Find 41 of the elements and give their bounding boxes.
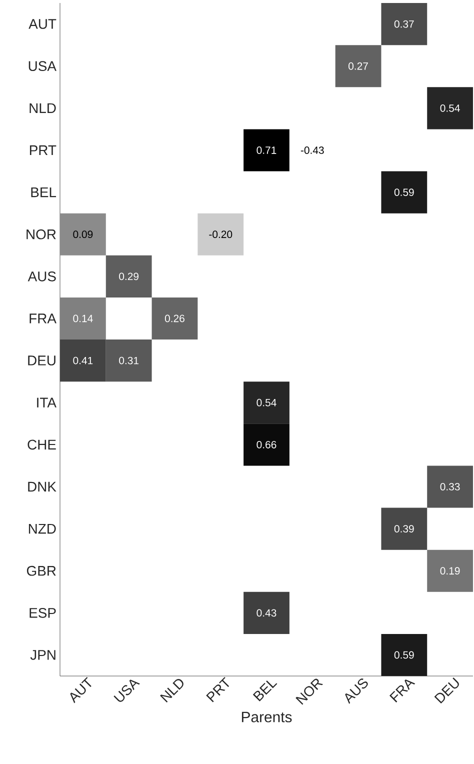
x-tick-label: USA bbox=[114, 680, 140, 702]
x-tick-label: FRA bbox=[389, 680, 416, 702]
y-tick-label: DEU bbox=[28, 356, 56, 366]
y-tick-label: CHE bbox=[28, 440, 56, 450]
data-label: 0.59 bbox=[394, 651, 414, 659]
data-label: 0.14 bbox=[73, 314, 93, 322]
data-label: 0.41 bbox=[73, 356, 93, 364]
data-label: 0.27 bbox=[348, 62, 368, 70]
data-label: 0.43 bbox=[256, 609, 276, 617]
y-tick-label: NZD bbox=[28, 524, 56, 534]
data-label: 0.59 bbox=[394, 188, 414, 196]
data-label: 0.26 bbox=[164, 314, 184, 322]
y-tick-label: FRA bbox=[30, 314, 56, 324]
data-label: 0.09 bbox=[73, 230, 93, 238]
y-tick-label: NLD bbox=[30, 103, 56, 113]
x-tick-label: NLD bbox=[160, 679, 184, 702]
data-label: 0.54 bbox=[440, 104, 460, 112]
y-tick-label: NOR bbox=[26, 229, 56, 240]
y-tick-label: ITA bbox=[37, 398, 56, 408]
data-label: 0.66 bbox=[256, 440, 276, 448]
y-tick-label: DNK bbox=[28, 482, 56, 492]
y-tick-label: GBR bbox=[26, 566, 56, 576]
data-label: 0.54 bbox=[256, 398, 276, 406]
y-tick-label: JPN bbox=[30, 650, 56, 660]
data-label: -0.43 bbox=[300, 146, 324, 154]
y-tick-label: BEL bbox=[31, 187, 56, 198]
x-axis-title: Parents bbox=[242, 712, 292, 722]
data-label: 0.19 bbox=[440, 567, 460, 575]
y-tick-label: ESP bbox=[30, 608, 56, 618]
x-tick-label: BEL bbox=[252, 680, 278, 702]
data-label: -0.20 bbox=[209, 230, 232, 238]
data-label: 0.31 bbox=[119, 356, 138, 364]
data-label: 0.29 bbox=[119, 272, 139, 280]
y-tick-label: AUT bbox=[28, 19, 56, 29]
data-label: 0.37 bbox=[394, 20, 414, 28]
y-tick-label: PRT bbox=[30, 145, 56, 156]
data-label: 0.39 bbox=[394, 525, 414, 532]
y-tick-label: USA bbox=[28, 61, 56, 72]
data-label: 0.33 bbox=[440, 483, 460, 490]
y-tick-label: AUS bbox=[28, 271, 56, 282]
data-label: 0.71 bbox=[256, 146, 276, 154]
